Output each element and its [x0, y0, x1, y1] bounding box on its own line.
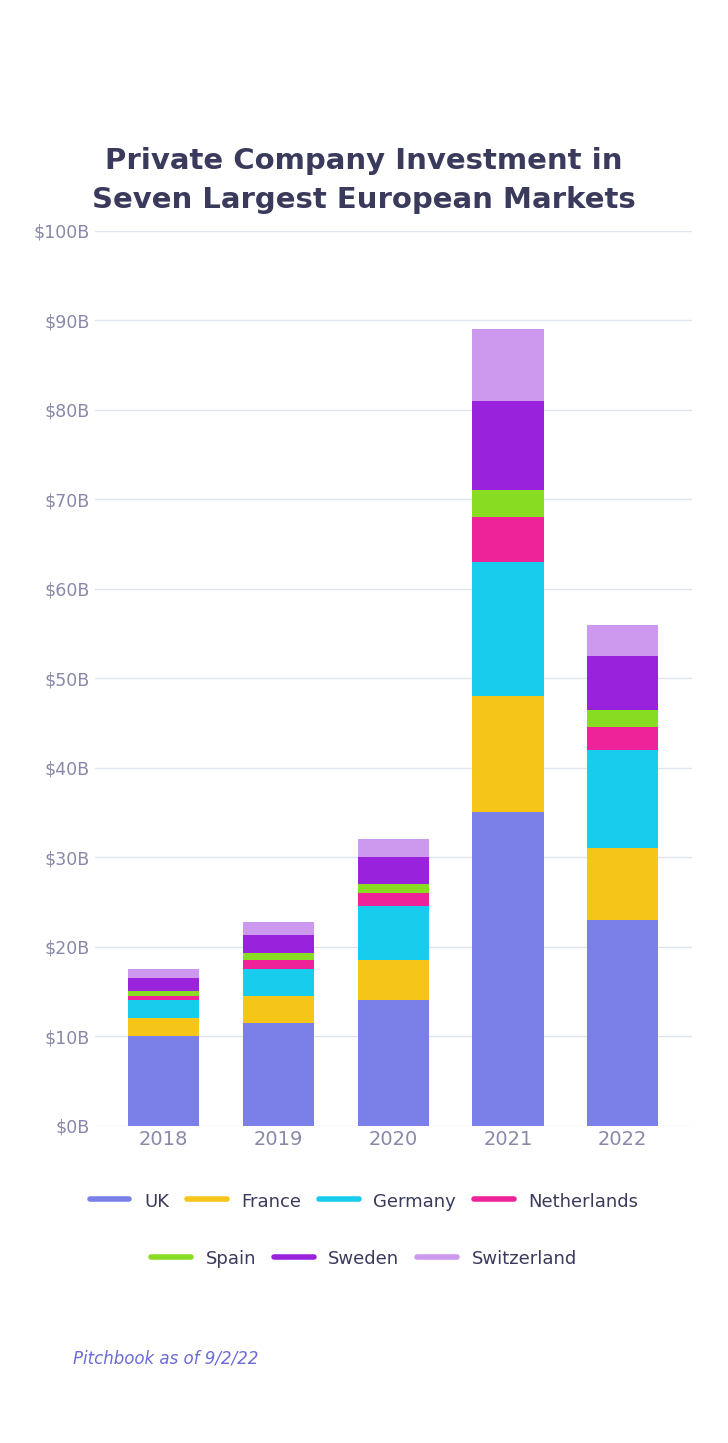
- Legend: Spain, Sweden, Switzerland: Spain, Sweden, Switzerland: [144, 1242, 584, 1276]
- Bar: [587, 727, 658, 750]
- Bar: [128, 978, 199, 991]
- Bar: [587, 625, 658, 657]
- Bar: [128, 996, 199, 1000]
- Bar: [587, 848, 658, 919]
- Bar: [587, 750, 658, 848]
- Bar: [242, 922, 314, 935]
- Bar: [587, 657, 658, 710]
- Bar: [242, 996, 314, 1023]
- Bar: [128, 970, 199, 978]
- Bar: [357, 857, 429, 885]
- Bar: [472, 561, 544, 696]
- Bar: [242, 1023, 314, 1126]
- Bar: [472, 517, 544, 561]
- Text: Pitchbook as of 9/2/22: Pitchbook as of 9/2/22: [73, 1349, 258, 1368]
- Bar: [242, 970, 314, 996]
- Bar: [357, 893, 429, 906]
- Bar: [587, 919, 658, 1126]
- Legend: UK, France, Germany, Netherlands: UK, France, Germany, Netherlands: [82, 1185, 646, 1218]
- Text: Private Company Investment in
Seven Largest European Markets: Private Company Investment in Seven Larg…: [92, 147, 636, 214]
- Bar: [357, 1000, 429, 1126]
- Bar: [357, 840, 429, 857]
- Bar: [242, 935, 314, 952]
- Bar: [128, 991, 199, 996]
- Bar: [472, 696, 544, 812]
- Bar: [587, 710, 658, 727]
- Bar: [357, 960, 429, 1000]
- Bar: [128, 1036, 199, 1126]
- Bar: [472, 491, 544, 517]
- Bar: [128, 1019, 199, 1036]
- Bar: [357, 885, 429, 893]
- Bar: [472, 329, 544, 401]
- Bar: [357, 906, 429, 960]
- Bar: [242, 952, 314, 960]
- Bar: [128, 1000, 199, 1019]
- Bar: [472, 812, 544, 1126]
- Bar: [242, 960, 314, 970]
- Bar: [472, 401, 544, 491]
